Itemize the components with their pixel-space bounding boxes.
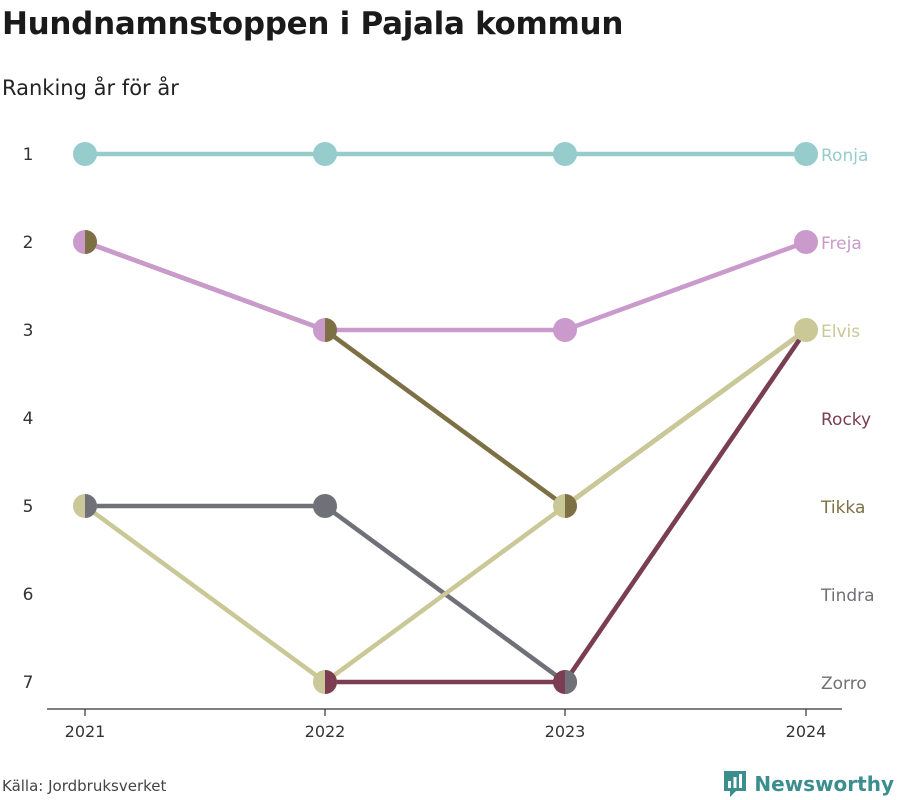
y-tick-label: 1 — [23, 145, 34, 165]
y-tick-label: 7 — [23, 673, 34, 693]
x-tick-label: 2021 — [65, 722, 106, 741]
brand-name: Newsworthy — [754, 772, 894, 796]
data-point-tikka — [85, 230, 97, 254]
series-line-elvis — [82, 327, 809, 685]
end-label-zorro: Zorro — [821, 674, 867, 694]
brand-logo: Newsworthy — [722, 769, 894, 799]
data-point-tikka — [325, 318, 337, 342]
end-label-tindra: Tindra — [820, 586, 875, 606]
end-label-rocky: Rocky — [821, 410, 871, 430]
data-point-freja — [553, 318, 577, 342]
newsworthy-logo-icon — [724, 771, 747, 797]
source-note: Källa: Jordbruksverket — [2, 777, 167, 795]
data-point-ronja — [794, 142, 818, 166]
data-point-ronja — [73, 142, 97, 166]
y-tick-label: 5 — [23, 497, 34, 517]
data-point-tindra — [313, 494, 337, 518]
end-label-freja: Freja — [821, 234, 862, 254]
data-point-rocky — [325, 670, 337, 694]
x-tick-label: 2023 — [545, 722, 586, 741]
y-tick-label: 6 — [23, 585, 34, 605]
data-point-elvis — [794, 318, 818, 342]
data-point-tindra — [565, 670, 577, 694]
end-label-elvis: Elvis — [821, 322, 860, 342]
y-tick-label: 4 — [23, 409, 34, 429]
series-line-tindra — [82, 327, 809, 685]
chart-subtitle: Ranking år för år — [2, 76, 179, 100]
x-tick-label: 2024 — [786, 722, 827, 741]
series-line-freja — [82, 239, 809, 333]
data-point-ronja — [313, 142, 337, 166]
end-label-ronja: Ronja — [821, 146, 868, 166]
data-point-tindra — [85, 494, 97, 518]
chart-title: Hundnamnstoppen i Pajala kommun — [2, 6, 624, 42]
y-tick-label: 3 — [23, 321, 34, 341]
y-tick-label: 2 — [23, 233, 34, 253]
data-point-freja — [794, 230, 818, 254]
data-point-tikka — [565, 494, 577, 518]
data-point-ronja — [553, 142, 577, 166]
end-label-tikka: Tikka — [820, 498, 865, 518]
x-tick-label: 2022 — [305, 722, 346, 741]
